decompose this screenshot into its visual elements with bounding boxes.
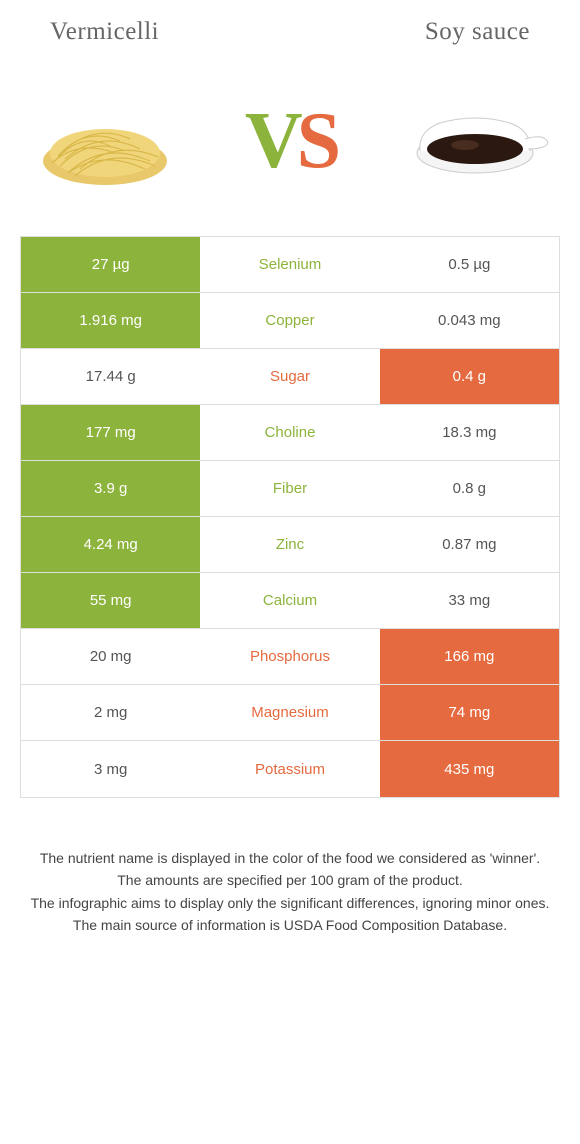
table-row: 17.44 gSugar0.4 g [21, 349, 559, 405]
right-value: 0.5 µg [380, 237, 559, 292]
left-value: 27 µg [21, 237, 200, 292]
nutrient-name: Choline [200, 405, 379, 460]
right-value: 74 mg [380, 685, 559, 740]
footer-line: The infographic aims to display only the… [30, 893, 550, 913]
right-value: 0.87 mg [380, 517, 559, 572]
right-value: 435 mg [380, 741, 559, 797]
vermicelli-image [30, 86, 180, 196]
right-value: 0.4 g [380, 349, 559, 404]
table-row: 3.9 gFiber0.8 g [21, 461, 559, 517]
nutrient-name: Phosphorus [200, 629, 379, 684]
left-value: 20 mg [21, 629, 200, 684]
nutrient-name: Sugar [200, 349, 379, 404]
header-row: Vermicelli Soy sauce [0, 0, 580, 56]
table-row: 55 mgCalcium33 mg [21, 573, 559, 629]
table-row: 2 mgMagnesium74 mg [21, 685, 559, 741]
left-value: 3.9 g [21, 461, 200, 516]
table-row: 20 mgPhosphorus166 mg [21, 629, 559, 685]
right-value: 0.043 mg [380, 293, 559, 348]
left-value: 17.44 g [21, 349, 200, 404]
nutrient-name: Copper [200, 293, 379, 348]
soy-sauce-image [400, 86, 550, 196]
table-row: 1.916 mgCopper0.043 mg [21, 293, 559, 349]
table-row: 3 mgPotassium435 mg [21, 741, 559, 797]
nutrient-table: 27 µgSelenium0.5 µg1.916 mgCopper0.043 m… [20, 236, 560, 798]
left-value: 177 mg [21, 405, 200, 460]
right-value: 0.8 g [380, 461, 559, 516]
footer-notes: The nutrient name is displayed in the co… [0, 798, 580, 957]
vs-v-letter: V [245, 97, 297, 185]
right-value: 33 mg [380, 573, 559, 628]
footer-line: The amounts are specified per 100 gram o… [30, 870, 550, 890]
footer-line: The main source of information is USDA F… [30, 915, 550, 935]
left-value: 4.24 mg [21, 517, 200, 572]
vs-label: VS [245, 96, 335, 187]
table-row: 27 µgSelenium0.5 µg [21, 237, 559, 293]
vs-s-letter: S [297, 97, 336, 185]
nutrient-name: Magnesium [200, 685, 379, 740]
left-value: 1.916 mg [21, 293, 200, 348]
nutrient-name: Fiber [200, 461, 379, 516]
right-value: 166 mg [380, 629, 559, 684]
right-value: 18.3 mg [380, 405, 559, 460]
left-value: 2 mg [21, 685, 200, 740]
nutrient-name: Potassium [200, 741, 379, 797]
footer-line: The nutrient name is displayed in the co… [30, 848, 550, 868]
left-value: 55 mg [21, 573, 200, 628]
nutrient-name: Calcium [200, 573, 379, 628]
nutrient-name: Selenium [200, 237, 379, 292]
table-row: 4.24 mgZinc0.87 mg [21, 517, 559, 573]
table-row: 177 mgCholine18.3 mg [21, 405, 559, 461]
left-value: 3 mg [21, 741, 200, 797]
left-food-title: Vermicelli [50, 18, 159, 46]
images-row: VS [0, 56, 580, 236]
right-food-title: Soy sauce [425, 18, 530, 46]
nutrient-name: Zinc [200, 517, 379, 572]
